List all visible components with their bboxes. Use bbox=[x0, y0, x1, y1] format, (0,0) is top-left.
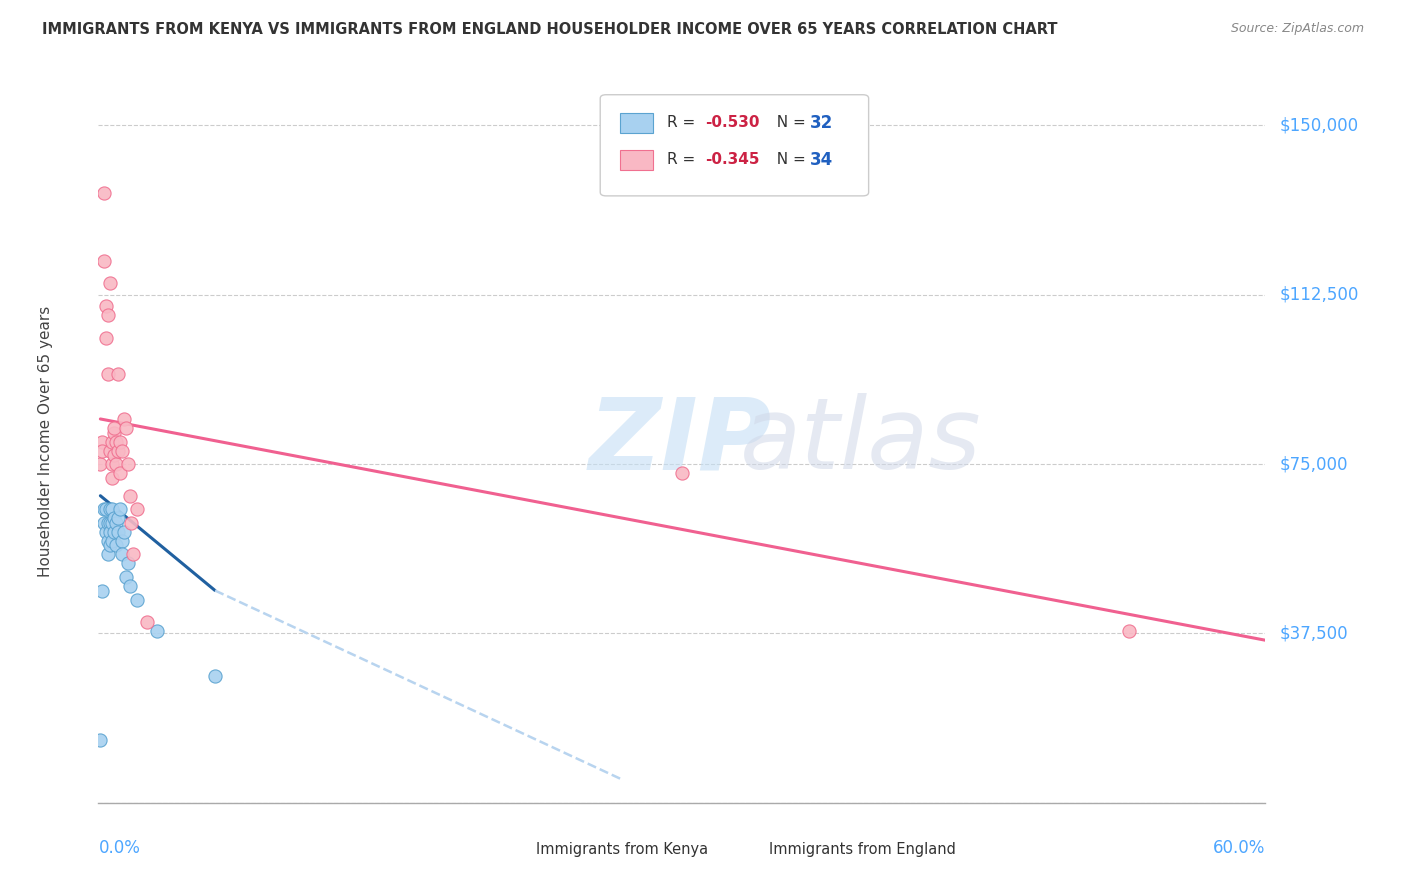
Point bbox=[114, 421, 136, 435]
Text: R =: R = bbox=[666, 153, 700, 168]
Point bbox=[118, 489, 141, 503]
Text: Source: ZipAtlas.com: Source: ZipAtlas.com bbox=[1230, 22, 1364, 36]
Point bbox=[671, 466, 693, 480]
Point bbox=[101, 470, 124, 484]
Text: $112,500: $112,500 bbox=[1279, 285, 1358, 304]
Point bbox=[98, 538, 121, 552]
FancyBboxPatch shape bbox=[600, 95, 869, 196]
Point bbox=[121, 516, 143, 530]
Text: 34: 34 bbox=[810, 151, 834, 169]
Point bbox=[107, 524, 129, 539]
Point bbox=[111, 443, 134, 458]
Point bbox=[98, 516, 121, 530]
Point bbox=[112, 412, 135, 426]
Text: $37,500: $37,500 bbox=[1279, 624, 1348, 642]
FancyBboxPatch shape bbox=[620, 112, 652, 133]
Point bbox=[103, 425, 125, 440]
FancyBboxPatch shape bbox=[717, 840, 763, 859]
Text: ZIP: ZIP bbox=[589, 393, 772, 490]
Point bbox=[91, 583, 114, 598]
Point bbox=[117, 557, 139, 571]
Point bbox=[107, 511, 129, 525]
Point bbox=[97, 548, 120, 562]
Point bbox=[89, 457, 111, 471]
FancyBboxPatch shape bbox=[620, 150, 652, 169]
Point bbox=[91, 443, 114, 458]
Text: 60.0%: 60.0% bbox=[1213, 838, 1265, 857]
Point bbox=[103, 448, 125, 462]
Text: R =: R = bbox=[666, 115, 700, 130]
Point bbox=[114, 570, 136, 584]
Point bbox=[101, 533, 124, 548]
Point bbox=[98, 277, 121, 291]
Text: $150,000: $150,000 bbox=[1279, 117, 1358, 135]
Point bbox=[97, 516, 120, 530]
Point bbox=[104, 516, 127, 530]
Point bbox=[101, 434, 124, 449]
Point bbox=[108, 434, 131, 449]
Point bbox=[97, 367, 120, 381]
Point bbox=[101, 457, 124, 471]
Point bbox=[98, 502, 121, 516]
Point bbox=[118, 579, 141, 593]
Text: Householder Income Over 65 years: Householder Income Over 65 years bbox=[38, 306, 53, 577]
Text: N =: N = bbox=[768, 153, 811, 168]
Point bbox=[146, 624, 169, 639]
Point bbox=[107, 443, 129, 458]
Point bbox=[89, 732, 111, 747]
Text: $75,000: $75,000 bbox=[1279, 455, 1348, 473]
Point bbox=[98, 443, 121, 458]
Point bbox=[93, 186, 115, 201]
Point bbox=[127, 592, 149, 607]
Point bbox=[127, 502, 149, 516]
Point bbox=[136, 615, 159, 630]
Point bbox=[96, 331, 118, 345]
Point bbox=[93, 502, 115, 516]
FancyBboxPatch shape bbox=[484, 840, 530, 859]
Point bbox=[111, 533, 134, 548]
Point bbox=[104, 538, 127, 552]
Point bbox=[97, 308, 120, 322]
Text: IMMIGRANTS FROM KENYA VS IMMIGRANTS FROM ENGLAND HOUSEHOLDER INCOME OVER 65 YEAR: IMMIGRANTS FROM KENYA VS IMMIGRANTS FROM… bbox=[42, 22, 1057, 37]
Point bbox=[122, 548, 145, 562]
Point bbox=[96, 502, 118, 516]
Text: -0.345: -0.345 bbox=[706, 153, 759, 168]
Text: -0.530: -0.530 bbox=[706, 115, 759, 130]
Point bbox=[96, 299, 118, 313]
Point bbox=[103, 421, 125, 435]
Point bbox=[101, 502, 124, 516]
Point bbox=[108, 466, 131, 480]
Point bbox=[117, 457, 139, 471]
Point bbox=[104, 434, 127, 449]
Point bbox=[204, 669, 226, 683]
Point bbox=[111, 548, 134, 562]
Point bbox=[98, 524, 121, 539]
Text: 32: 32 bbox=[810, 114, 834, 132]
Point bbox=[97, 533, 120, 548]
Text: 0.0%: 0.0% bbox=[98, 838, 141, 857]
Point bbox=[96, 524, 118, 539]
Point bbox=[101, 516, 124, 530]
Point bbox=[104, 457, 127, 471]
Point bbox=[93, 253, 115, 268]
Point bbox=[103, 511, 125, 525]
Text: Immigrants from Kenya: Immigrants from Kenya bbox=[536, 842, 709, 857]
Text: atlas: atlas bbox=[741, 393, 981, 490]
Point bbox=[91, 434, 114, 449]
Point bbox=[108, 502, 131, 516]
Point bbox=[103, 524, 125, 539]
Point bbox=[112, 524, 135, 539]
Text: Immigrants from England: Immigrants from England bbox=[769, 842, 956, 857]
Point bbox=[1118, 624, 1140, 639]
Point bbox=[93, 516, 115, 530]
Point bbox=[107, 367, 129, 381]
Text: N =: N = bbox=[768, 115, 811, 130]
